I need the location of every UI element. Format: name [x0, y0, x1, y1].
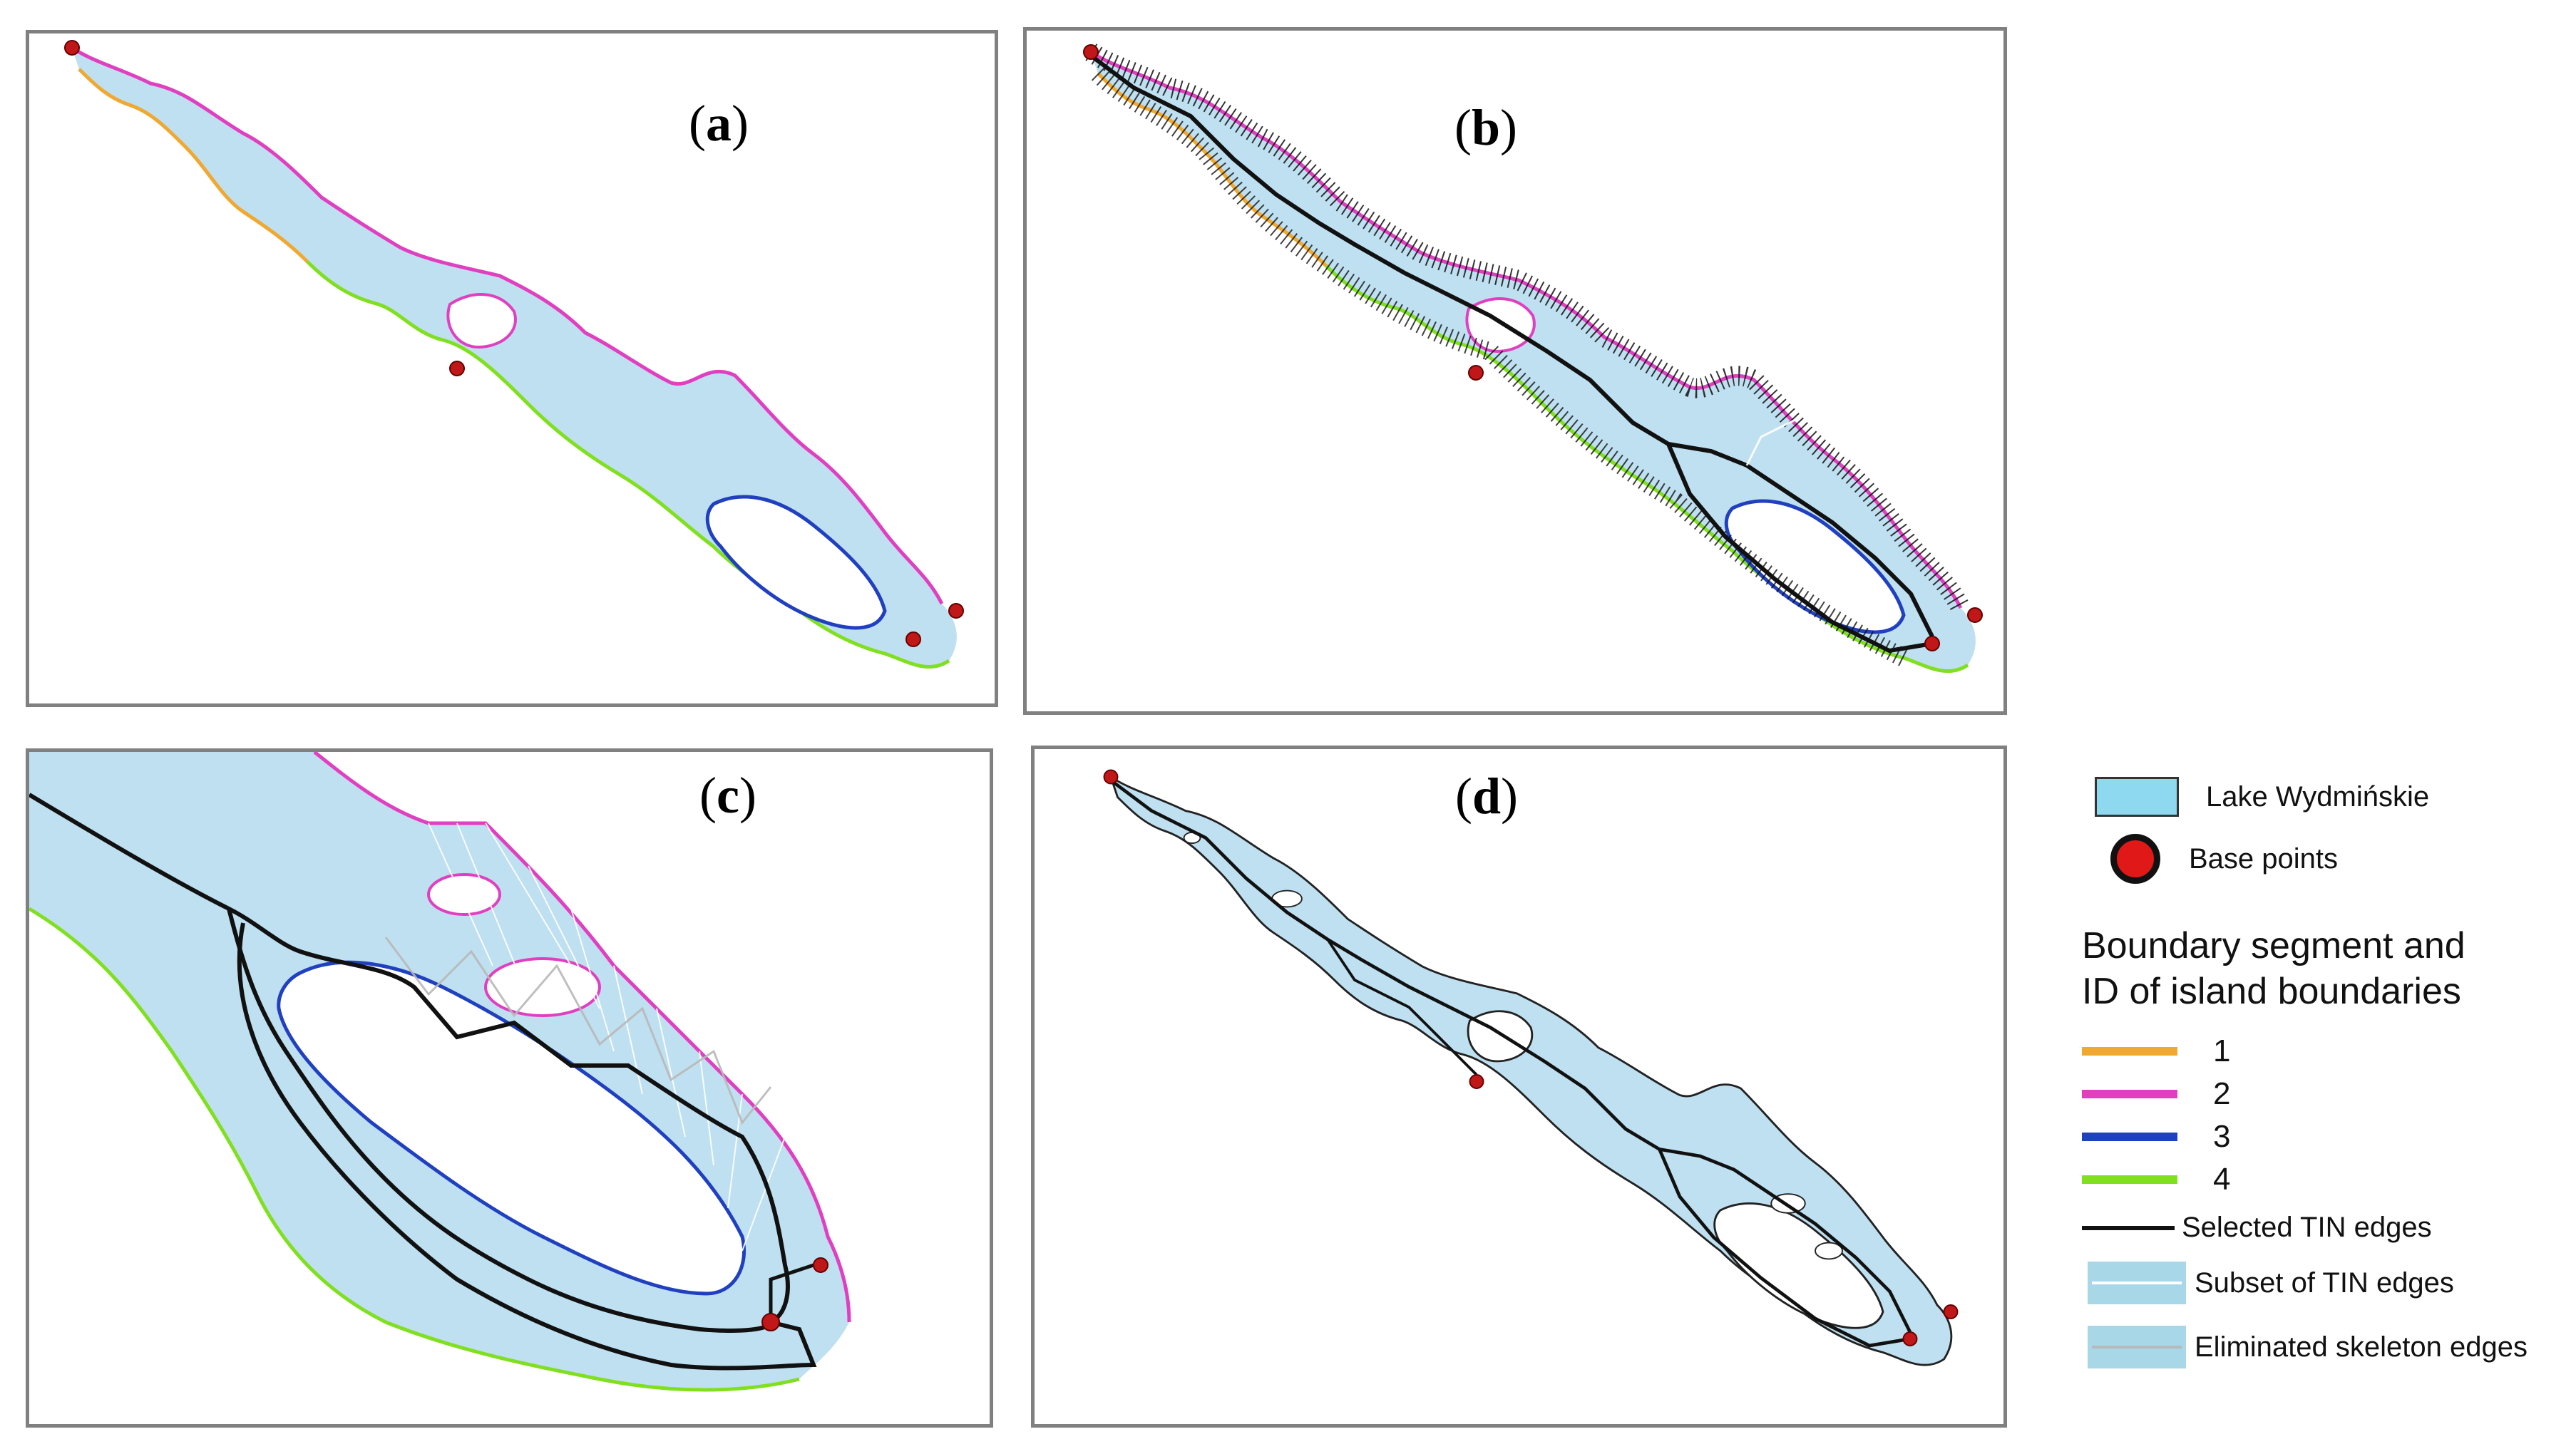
panel-a: (a)	[26, 30, 998, 707]
eliminated-skeleton-edges	[384, 937, 772, 1125]
map-d	[1103, 769, 1959, 1366]
eliminated-label: Eliminated skeleton edges	[2195, 1331, 2528, 1363]
legend-subset-tin: Subset of TIN edges	[2068, 1262, 2454, 1304]
segment-4-label: 4	[2213, 1162, 2231, 1197]
segment-1-label: 1	[2213, 1033, 2231, 1068]
legend-selected-tin: Selected TIN edges	[2068, 1212, 2432, 1244]
subset-tin-edges	[371, 823, 786, 1252]
segment-3-label: 3	[2213, 1119, 2231, 1154]
legend-base-points: Base points	[2068, 834, 2338, 884]
map-b	[1083, 43, 1983, 673]
map-legend: Lake Wydmińskie Base points Boundary seg…	[2068, 763, 2567, 1404]
segment-3-swatch	[2082, 1133, 2177, 1141]
selected-tin-swatch	[2082, 1225, 2175, 1230]
subset-tin-line	[2092, 1282, 2182, 1284]
base-point-icon	[2110, 834, 2160, 884]
segment-2-label: 2	[2213, 1076, 2231, 1111]
subset-tin-swatch	[2088, 1262, 2186, 1304]
legend-base-points-label: Base points	[2189, 842, 2339, 875]
legend-heading-line2: ID of island boundaries	[2082, 971, 2461, 1012]
panel-d: (d)	[1031, 746, 2007, 1428]
legend-heading: Boundary segment and ID of island bounda…	[2082, 923, 2465, 1014]
eliminated-swatch	[2088, 1326, 2186, 1368]
legend-segment-2: 2	[2068, 1076, 2230, 1112]
panel-label-d: (d)	[1455, 768, 1519, 825]
panel-c: (c)	[26, 748, 993, 1428]
selected-tin-label: Selected TIN edges	[2182, 1212, 2432, 1243]
map-a	[64, 40, 964, 669]
segment-4-swatch	[2082, 1175, 2177, 1184]
legend-segment-4: 4	[2068, 1162, 2230, 1197]
segment-1-swatch	[2082, 1047, 2177, 1056]
legend-lake: Lake Wydmińskie	[2068, 777, 2429, 817]
segment-2-swatch	[2082, 1090, 2177, 1098]
legend-heading-line1: Boundary segment and	[2082, 925, 2465, 966]
legend-lake-label: Lake Wydmińskie	[2206, 780, 2430, 813]
panel-b: (b)	[1023, 27, 2007, 715]
legend-eliminated: Eliminated skeleton edges	[2068, 1326, 2528, 1368]
subset-tin-label: Subset of TIN edges	[2195, 1267, 2454, 1299]
lake-swatch	[2095, 777, 2179, 817]
eliminated-line	[2092, 1346, 2182, 1349]
panel-label-b: (b)	[1454, 99, 1518, 156]
panel-label-c: (c)	[699, 767, 756, 824]
legend-segment-3: 3	[2068, 1119, 2230, 1155]
panel-label-a: (a)	[689, 95, 749, 152]
map-c	[29, 752, 851, 1392]
legend-segment-1: 1	[2068, 1033, 2230, 1069]
